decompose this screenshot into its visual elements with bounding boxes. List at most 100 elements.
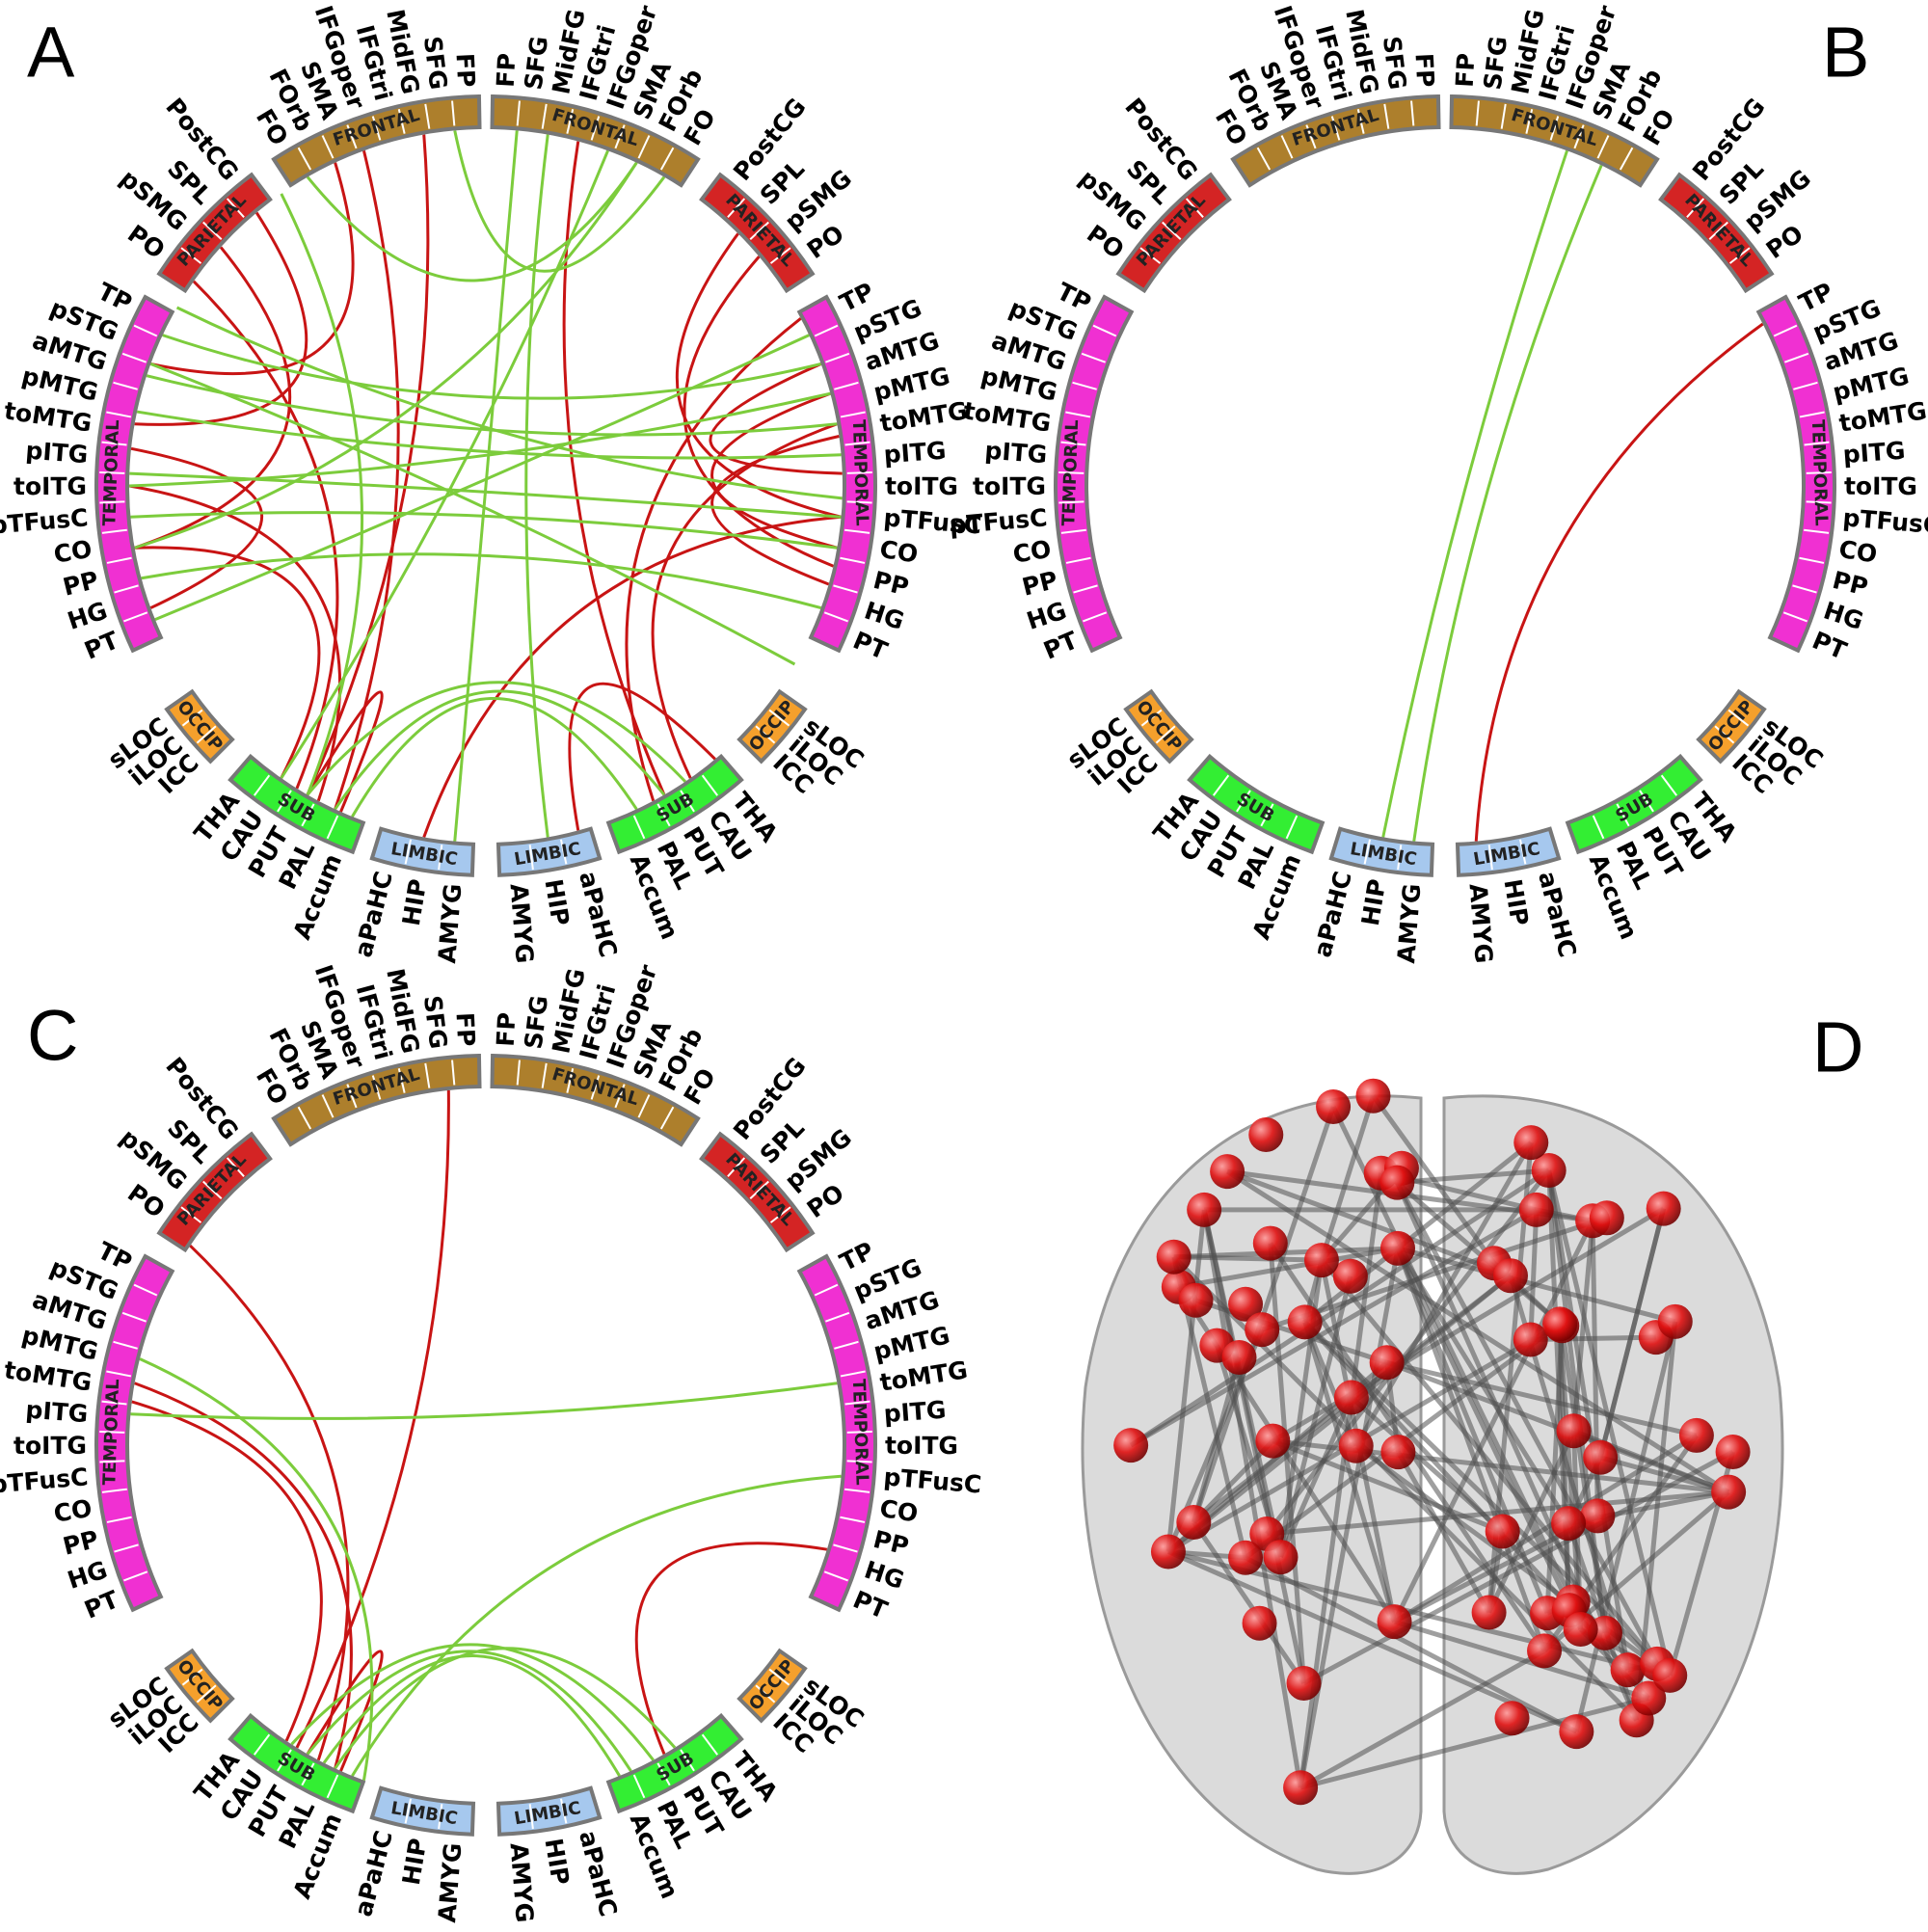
brain-node	[1157, 1240, 1192, 1275]
connection	[163, 335, 821, 399]
lobe-label: PARIETAL	[174, 190, 251, 271]
region-label: pTFusC	[1842, 503, 1928, 539]
region-label: CO	[1837, 535, 1880, 569]
brain-node	[1716, 1435, 1751, 1469]
region-label: PP	[870, 1525, 911, 1561]
connection	[308, 163, 636, 281]
region-label: AMYG	[433, 882, 467, 964]
region-label: PP	[60, 1525, 100, 1561]
lobe-label: TEMPORAL	[848, 1379, 872, 1486]
region-label: pITG	[883, 437, 948, 470]
region-label: PP	[1019, 566, 1059, 602]
region-label: HIP	[1499, 877, 1535, 928]
brain-node	[1228, 1541, 1263, 1575]
region-label: AMYG	[505, 1841, 539, 1923]
brain-node	[1248, 1117, 1283, 1152]
brain-node	[1253, 1226, 1288, 1261]
brain-node	[1519, 1193, 1554, 1227]
region-label: PT	[80, 626, 122, 664]
connection	[352, 1476, 841, 1776]
brain-node	[1647, 1192, 1681, 1226]
brain-node	[1304, 1243, 1339, 1277]
brain-node	[1495, 1701, 1530, 1735]
connectogram: FRONTALFPSFGMidFGIFGtriIFGoperSMAFOrbFOP…	[0, 2, 982, 965]
lobe-label: TEMPORAL	[1058, 419, 1083, 526]
brain-node	[1486, 1514, 1520, 1548]
region-label: PP	[60, 566, 100, 602]
region-label: PT	[849, 1585, 892, 1623]
brain-node	[1264, 1540, 1299, 1574]
connection	[135, 247, 290, 548]
region-label: PP	[870, 566, 911, 602]
region-label: pTFusC	[883, 1462, 983, 1498]
region-label: aPaHC	[1533, 869, 1582, 960]
lobe-label: TEMPORAL	[99, 419, 123, 526]
connection	[1476, 324, 1762, 842]
brain-node	[1564, 1612, 1598, 1647]
lobe-label: PARIETAL	[721, 1149, 798, 1230]
connectogram: FRONTALFPSFGMidFGIFGtriIFGoperSMAFOrbFOP…	[949, 2, 1928, 965]
connection	[335, 150, 399, 809]
region-label: pTFusC	[0, 503, 89, 539]
brain-node	[1513, 1125, 1548, 1160]
brain-node	[1652, 1658, 1687, 1693]
brain-node	[1711, 1475, 1746, 1510]
brain-node	[1151, 1534, 1186, 1569]
connection	[526, 135, 548, 838]
brain-node	[1513, 1323, 1548, 1357]
region-label: toITG	[885, 472, 958, 500]
region-label: CO	[878, 1494, 921, 1528]
region-label: FP	[492, 1011, 522, 1047]
brain-node	[1288, 1304, 1323, 1339]
region-label: CO	[1011, 535, 1054, 569]
connection	[677, 233, 841, 517]
brain-node	[1339, 1429, 1374, 1463]
region-label: CO	[878, 535, 921, 569]
region-label: toITG	[1844, 472, 1917, 500]
region-label: aPaHC	[574, 1828, 623, 1919]
lobe-label: PARIETAL	[174, 1149, 251, 1230]
lobe-label: TEMPORAL	[99, 1379, 123, 1486]
region-label: AMYG	[1464, 882, 1498, 964]
region-label: FP	[492, 52, 522, 88]
brain-node	[1245, 1312, 1279, 1347]
panel-letter: B	[1822, 13, 1869, 93]
brain-node	[1113, 1428, 1148, 1462]
region-label: pITG	[883, 1396, 948, 1429]
lobe-label: TEMPORAL	[848, 419, 872, 526]
brain-node	[1559, 1714, 1593, 1749]
brain-node	[1580, 1498, 1615, 1533]
brain-node	[1380, 1435, 1415, 1469]
brain-node	[1493, 1258, 1528, 1293]
region-label: HIP	[540, 877, 576, 928]
region-label: toITG	[885, 1432, 958, 1460]
brain-node	[1179, 1283, 1214, 1318]
region-label: aPaHC	[349, 1828, 398, 1919]
region-label: pTFusC	[0, 1462, 89, 1498]
brain-node	[1611, 1652, 1646, 1687]
region-label: pITG	[984, 437, 1049, 470]
region-label: pITG	[25, 1396, 90, 1429]
region-label: toITG	[13, 1432, 87, 1460]
brain-node	[1355, 1079, 1390, 1114]
panel-letter: C	[27, 996, 78, 1076]
brain-node	[1243, 1606, 1277, 1641]
brain-node	[1283, 1770, 1318, 1805]
brain-node	[1542, 1306, 1577, 1341]
connection	[281, 150, 608, 778]
region-label: pITG	[1842, 437, 1907, 470]
region-label: CO	[52, 535, 94, 569]
brain-node	[1334, 1381, 1369, 1415]
region-label: AMYG	[433, 1841, 467, 1923]
panel-letter: D	[1812, 1007, 1863, 1087]
region-label: PT	[80, 1585, 122, 1623]
region-label: pTFusC	[949, 503, 1049, 539]
brain-node	[1472, 1596, 1507, 1630]
brain-node	[1187, 1193, 1221, 1227]
connection	[455, 130, 517, 841]
region-label: FP	[1409, 52, 1439, 88]
brain-node	[1379, 1166, 1414, 1200]
region-label: AMYG	[505, 882, 539, 964]
lobe-label: TEMPORAL	[1808, 419, 1832, 526]
